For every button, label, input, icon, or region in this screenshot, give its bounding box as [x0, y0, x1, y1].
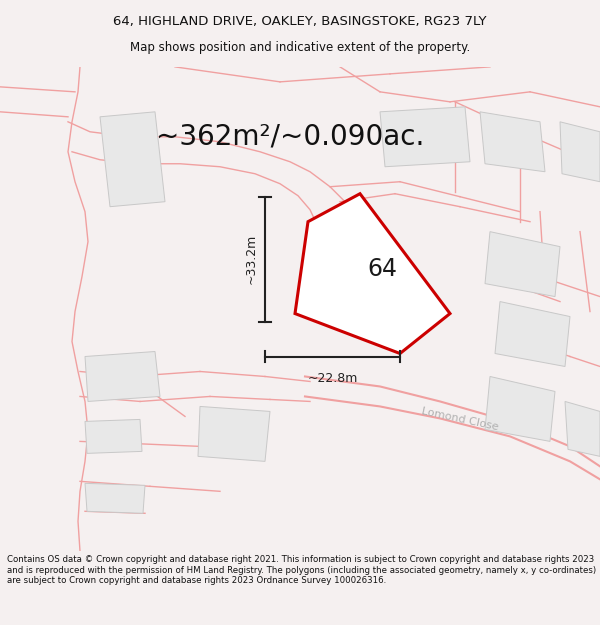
Polygon shape — [100, 112, 165, 207]
Text: 64, HIGHLAND DRIVE, OAKLEY, BASINGSTOKE, RG23 7LY: 64, HIGHLAND DRIVE, OAKLEY, BASINGSTOKE,… — [113, 15, 487, 28]
Polygon shape — [565, 401, 600, 456]
Text: Contains OS data © Crown copyright and database right 2021. This information is : Contains OS data © Crown copyright and d… — [7, 555, 596, 585]
Text: Map shows position and indicative extent of the property.: Map shows position and indicative extent… — [130, 41, 470, 54]
Text: 64: 64 — [368, 258, 398, 281]
Polygon shape — [85, 419, 142, 453]
Polygon shape — [85, 483, 145, 513]
Polygon shape — [85, 351, 160, 401]
Polygon shape — [485, 376, 555, 441]
Polygon shape — [295, 194, 450, 354]
Polygon shape — [198, 406, 270, 461]
Text: Lomond Close: Lomond Close — [421, 406, 499, 432]
Polygon shape — [380, 107, 470, 167]
Text: ~33.2m: ~33.2m — [245, 234, 257, 284]
Polygon shape — [495, 302, 570, 366]
Text: ~22.8m: ~22.8m — [307, 372, 358, 386]
Polygon shape — [480, 112, 545, 172]
Polygon shape — [485, 232, 560, 297]
Text: ~362m²/~0.090ac.: ~362m²/~0.090ac. — [156, 122, 424, 151]
Polygon shape — [560, 122, 600, 182]
